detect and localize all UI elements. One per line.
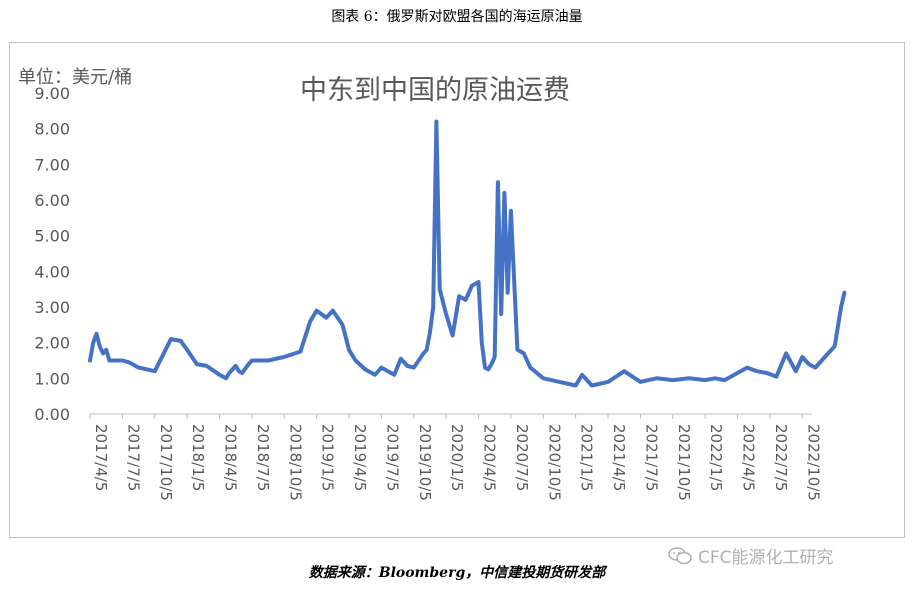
x-tick-label: 2019/4/5 — [351, 424, 369, 491]
x-tick-label: 2022/7/5 — [772, 424, 790, 491]
y-tick-label: 9.00 — [34, 84, 70, 103]
x-tick-label: 2022/1/5 — [707, 424, 725, 491]
x-tick-label: 2021/4/5 — [610, 424, 628, 491]
x-tick-label: 2019/1/5 — [319, 424, 337, 491]
y-tick-label: 4.00 — [34, 262, 70, 281]
x-tick-label: 2019/10/5 — [416, 424, 434, 501]
y-axis-unit-label: 单位：美元/桶 — [18, 67, 133, 88]
x-tick-label: 2018/4/5 — [222, 424, 240, 491]
x-tick-label: 2020/7/5 — [513, 424, 531, 491]
chart-title: 中东到中国的原油运费 — [300, 75, 570, 106]
x-tick-label: 2018/7/5 — [254, 424, 272, 491]
x-tick-label: 2017/4/5 — [92, 424, 110, 491]
y-tick-label: 8.00 — [34, 120, 70, 139]
x-tick-label: 2022/10/5 — [804, 424, 822, 501]
x-tick-label: 2020/4/5 — [481, 424, 499, 491]
x-tick-label: 2018/10/5 — [286, 424, 304, 501]
figure-caption: 图表 6：俄罗斯对欧盟各国的海运原油量 — [331, 9, 583, 25]
watermark-text: CFC能源化工研究 — [698, 548, 834, 568]
y-tick-label: 7.00 — [34, 155, 70, 174]
y-tick-label: 2.00 — [34, 334, 70, 353]
series-line — [88, 119, 847, 388]
wechat-icon — [668, 546, 692, 564]
y-tick-label: 3.00 — [34, 298, 70, 317]
watermark: CFC能源化工研究 — [668, 543, 834, 568]
y-tick-label: 0.00 — [34, 405, 70, 424]
x-tick-label: 2018/1/5 — [189, 424, 207, 491]
x-tick-label: 2021/1/5 — [578, 424, 596, 491]
x-tick-label: 2021/10/5 — [675, 424, 693, 501]
source-note: 数据来源：Bloomberg，中信建投期货研发部 — [308, 565, 606, 581]
x-tick-label: 2020/1/5 — [448, 424, 466, 491]
x-tick-label: 2019/7/5 — [383, 424, 401, 491]
y-tick-label: 6.00 — [34, 191, 70, 210]
chart-frame — [9, 42, 905, 538]
x-tick-label: 2020/10/5 — [545, 424, 563, 501]
x-tick-label: 2017/7/5 — [124, 424, 142, 491]
x-tick-label: 2021/7/5 — [642, 424, 660, 491]
y-tick-label: 1.00 — [34, 369, 70, 388]
x-tick-label: 2017/10/5 — [157, 424, 175, 501]
y-tick-label: 5.00 — [34, 227, 70, 246]
x-tick-label: 2022/4/5 — [740, 424, 758, 491]
